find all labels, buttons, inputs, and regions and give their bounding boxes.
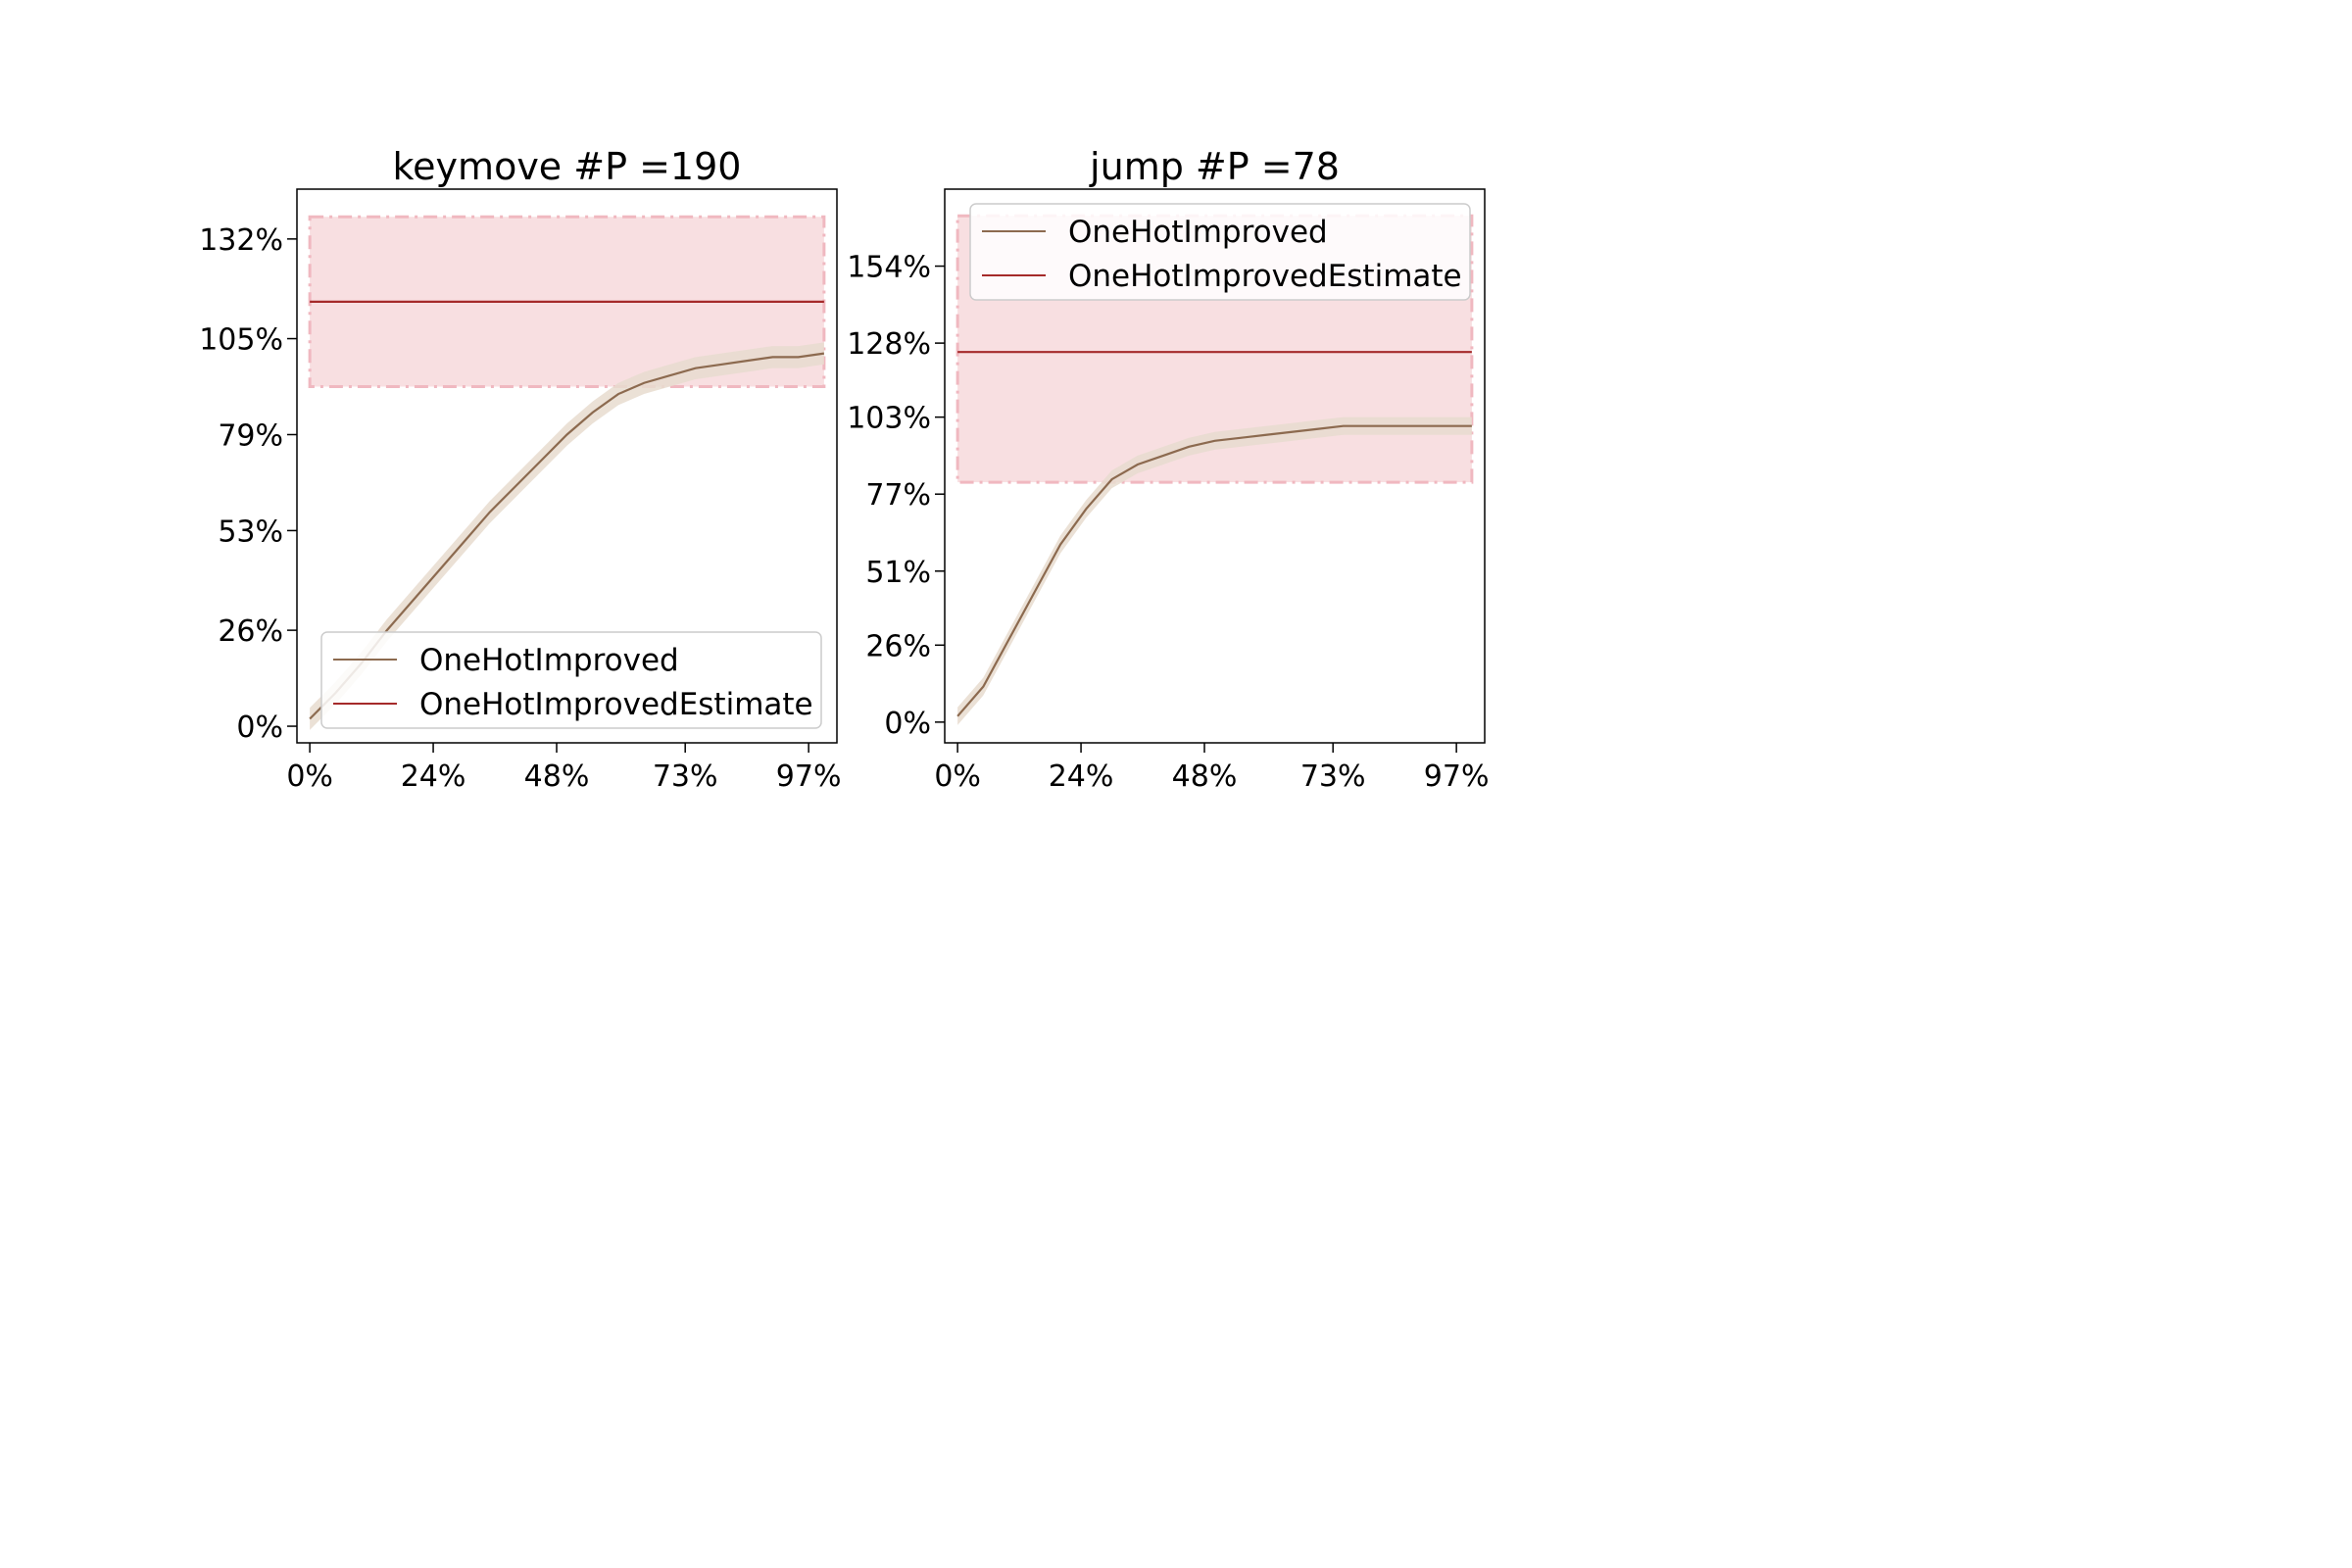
axes-frame xyxy=(296,188,838,744)
y-tick-label: 128% xyxy=(847,327,931,362)
chart-jump: 0% 24% 48% 73% 97% 0% 26% 51% 77% 103% 128% 154% jum… xyxy=(847,145,1489,794)
y-tick-label: 132% xyxy=(199,223,283,258)
x-tick-label: 48% xyxy=(1172,760,1238,794)
x-tick-label: 73% xyxy=(1300,760,1366,794)
plot-area xyxy=(308,215,826,730)
x-tick-label: 0% xyxy=(286,760,333,794)
y-tick-label: 105% xyxy=(199,323,283,358)
legend-label: OneHotImproved xyxy=(419,643,679,678)
legend: OneHotImproved OneHotImprovedEstimate xyxy=(320,631,822,729)
y-tick-label: 26% xyxy=(865,629,931,663)
legend: OneHotImproved OneHotImprovedEstimate xyxy=(969,203,1471,301)
legend-label: OneHotImprovedEstimate xyxy=(1068,259,1462,294)
chart-title: keymove #P =190 xyxy=(393,145,742,188)
y-tick-label: 0% xyxy=(884,707,931,741)
y-tick-label: 53% xyxy=(218,514,283,549)
series-line-onehotimproved xyxy=(309,352,825,720)
y-tick-label: 77% xyxy=(865,478,931,513)
y-tick-label: 79% xyxy=(218,418,283,453)
axes-frame xyxy=(944,188,1486,744)
chart-title: jump #P =78 xyxy=(1089,145,1340,188)
y-tick-label: 0% xyxy=(236,710,283,745)
x-tick-label: 48% xyxy=(524,760,590,794)
legend-label: OneHotImproved xyxy=(1068,215,1328,250)
legend-label: OneHotImprovedEstimate xyxy=(419,687,813,722)
chart-keymove: 0% 24% 48% 73% 97% 0% 26% 53% 79% 105% 132% keymove… xyxy=(199,145,841,794)
x-tick-label: 73% xyxy=(653,760,718,794)
x-tick-label: 24% xyxy=(1049,760,1114,794)
x-tick-label: 24% xyxy=(401,760,466,794)
series-line-onehotimproved xyxy=(956,424,1472,717)
x-tick-label: 97% xyxy=(1424,760,1490,794)
y-tick-label: 51% xyxy=(865,556,931,590)
y-tick-label: 103% xyxy=(847,402,931,436)
y-tick-label: 154% xyxy=(847,251,931,285)
x-tick-label: 97% xyxy=(776,760,842,794)
y-tick-label: 26% xyxy=(218,614,283,649)
x-tick-label: 0% xyxy=(934,760,981,794)
